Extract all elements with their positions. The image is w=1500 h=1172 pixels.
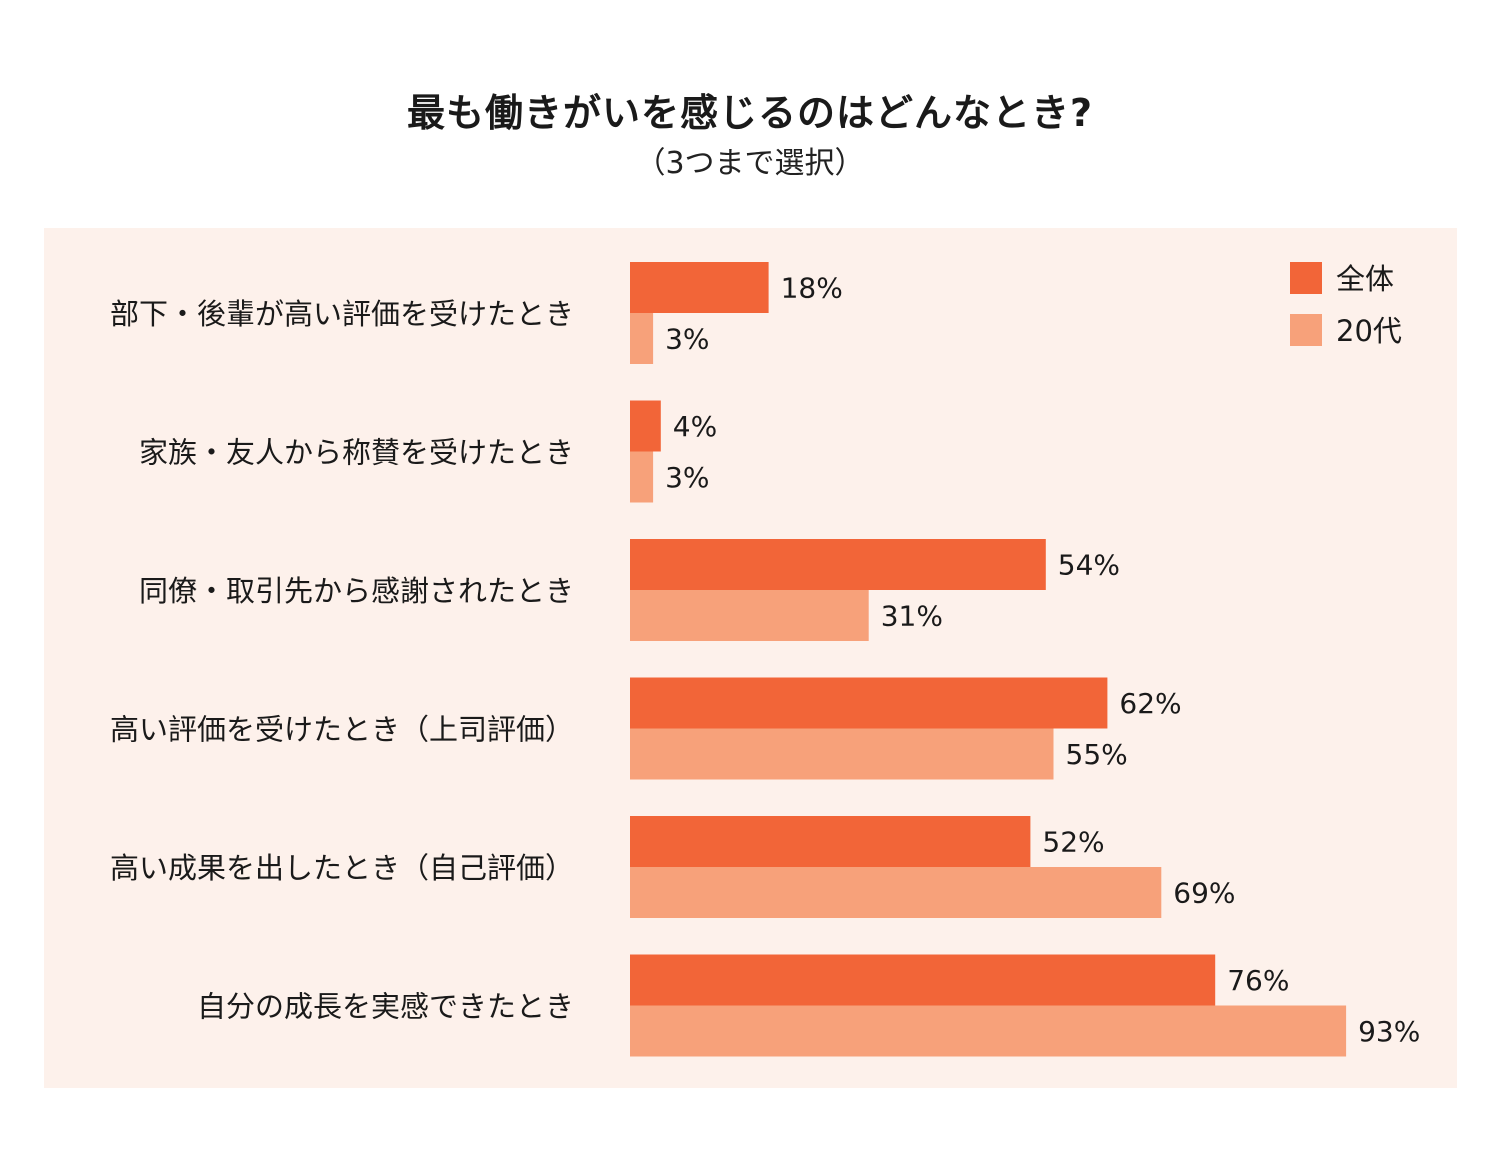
legend-swatch [1290,314,1322,346]
data-label: 3% [665,461,709,494]
bar-overall [630,262,769,313]
category-label: 高い評価を受けたとき（上司評価） [110,713,574,747]
data-label: 52% [1042,826,1104,859]
chart-panel [44,228,1457,1088]
legend-label: 20代 [1336,314,1402,348]
bar-20s [630,451,654,503]
data-label: 18% [781,272,843,305]
data-label: 4% [673,410,717,443]
bar-20s [630,728,1054,780]
chart-title: 最も働きがいを感じるのはどんなとき? [406,91,1094,135]
data-label: 31% [881,600,943,633]
bar-20s [630,590,869,641]
chart-subtitle: （3つまで選択） [635,146,865,181]
data-label: 55% [1066,738,1128,771]
category-label: 高い成果を出したとき（自己評価） [110,851,574,885]
bar-overall [630,954,1216,1006]
category-label: 自分の成長を実感できたとき [197,990,574,1024]
bar-overall [630,400,661,452]
data-label: 69% [1173,877,1235,910]
legend-swatch [1290,262,1322,294]
category-label: 家族・友人から称賛を受けたとき [139,436,574,470]
category-label: 部下・後輩が高い評価を受けたとき [110,297,574,331]
bar-overall [630,539,1046,590]
data-label: 76% [1227,964,1289,997]
legend-label: 全体 [1336,262,1394,296]
bar-20s [630,313,654,364]
data-label: 62% [1119,687,1181,720]
bar-overall [630,677,1108,729]
bar-20s [630,867,1162,918]
data-label: 54% [1058,549,1120,582]
bar-20s [630,1005,1347,1057]
data-label: 93% [1358,1015,1420,1048]
data-label: 3% [665,323,709,356]
category-label: 同僚・取引先から感謝されたとき [139,574,574,608]
bar-overall [630,816,1031,867]
